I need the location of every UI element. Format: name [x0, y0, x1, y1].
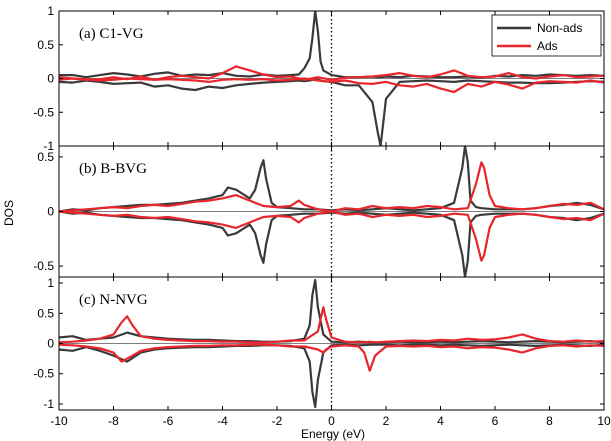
x-tick-label: 4	[437, 414, 444, 428]
series-ads-down-line	[59, 343, 604, 372]
y-tick-label: 0	[47, 72, 54, 86]
y-tick-label: 0	[47, 205, 54, 219]
x-axis-title: Energy (eV)	[301, 427, 365, 441]
legend-label-non-ads: Non-ads	[537, 21, 582, 35]
panel-1: 0.5 0 -0.5 (b) B-BVG	[33, 145, 605, 278]
panel-label: (a) C1-VG	[79, 26, 144, 42]
panel-label: (b) B-BVG	[79, 161, 147, 177]
panels-group: 10.50-0.5-1(a) C1-VG0.50-0.5(b) B-BVG10.…	[33, 4, 605, 411]
x-tick-label: 2	[383, 414, 390, 428]
legend-label-ads: Ads	[537, 39, 558, 53]
panel-label: (c) N-NVG	[79, 292, 148, 308]
panel-2: 1 0.5 0 -0.5 -1 (c) N-NVG	[33, 276, 605, 411]
y-tick-label: -0.5	[33, 259, 54, 273]
series-group	[59, 278, 604, 409]
y-tick-label: 0.5	[37, 150, 54, 164]
y-tick-label: -0.5	[33, 105, 54, 119]
series-ads-up-line	[59, 161, 604, 213]
y-tick-label: 1	[47, 4, 54, 18]
x-tick-label: 6	[492, 414, 499, 428]
series-ads-down-line	[59, 77, 604, 94]
x-tick-label: 8	[546, 414, 553, 428]
x-tick-label: 10	[597, 414, 611, 428]
y-tick-label: 0.5	[37, 38, 54, 52]
x-tick-label: -4	[217, 414, 228, 428]
y-tick-label: 0	[47, 337, 54, 351]
legend-box	[491, 14, 602, 57]
legend: Non-ads Ads	[491, 14, 602, 57]
series-group	[59, 146, 604, 277]
x-tick-label: -2	[272, 414, 283, 428]
series-ads-up-line	[59, 306, 604, 344]
panel-0: 1 0.5 0 -0.5 -1 (a) C1-VG	[33, 4, 605, 153]
x-tick-label: -8	[108, 414, 119, 428]
y-tick-label: 1	[47, 276, 54, 290]
series-group	[59, 11, 604, 146]
series-non-ads-down-line	[59, 343, 604, 409]
x-tick-label: 0	[328, 414, 335, 428]
y-tick-label: 0.5	[37, 306, 54, 320]
y-tick-label: -1	[43, 139, 54, 153]
series-non-ads-up-line	[59, 278, 604, 344]
x-tick-label: -6	[163, 414, 174, 428]
y-tick-label: -0.5	[33, 367, 54, 381]
y-axis-title: DOS	[2, 200, 16, 226]
x-tick-labels: -10 -8 -6 -4 -2 0 2 4 6 8 10	[50, 414, 611, 428]
series-ads-down-line	[59, 210, 604, 262]
y-tick-label: -1	[43, 397, 54, 411]
x-tick-label: -10	[50, 414, 68, 428]
